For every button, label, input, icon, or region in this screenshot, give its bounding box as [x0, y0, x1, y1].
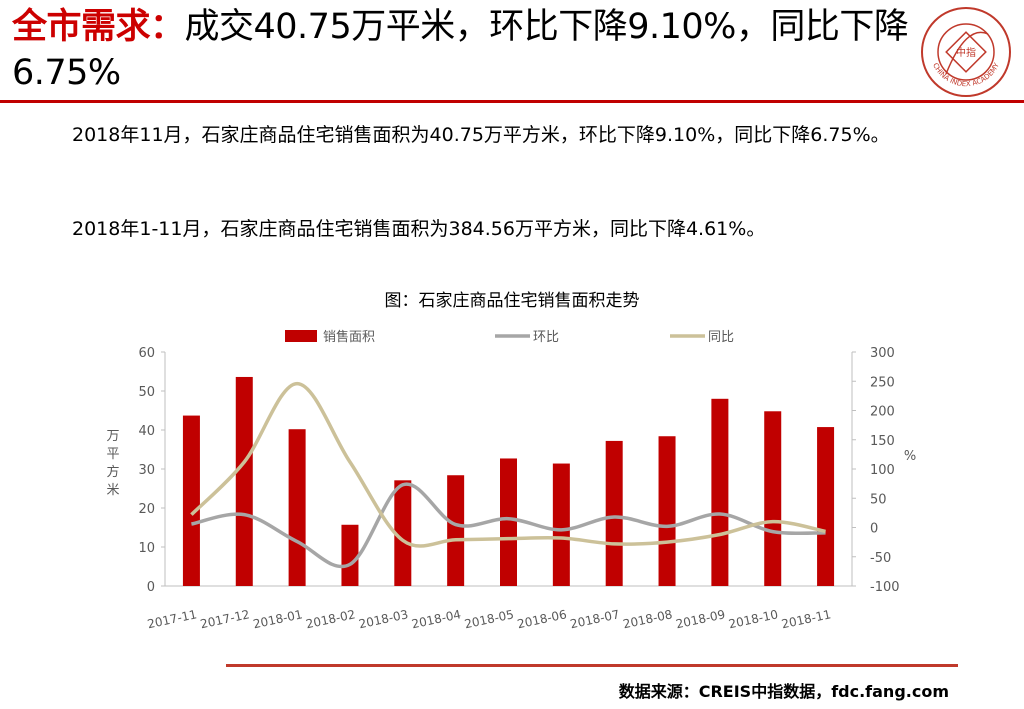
right-tick-label: 200 — [870, 405, 895, 420]
chart-title: 图：石家庄商品住宅销售面积走势 — [384, 291, 640, 311]
legend-label: 销售面积 — [323, 329, 375, 345]
bar-2017-11 — [182, 415, 200, 586]
left-tick-label: 40 — [138, 424, 155, 439]
x-tick-label: 2018-07 — [569, 607, 621, 631]
left-tick-label: 0 — [147, 580, 155, 595]
bar-2018-04 — [447, 475, 465, 586]
left-axis-label-char: 方 — [106, 464, 119, 480]
left-axis-label-char: 平 — [106, 447, 119, 462]
x-tick-label: 2018-09 — [675, 607, 727, 631]
left-tick-label: 10 — [138, 541, 155, 556]
x-tick-label: 2018-08 — [622, 607, 674, 631]
left-tick-label: 30 — [138, 463, 155, 478]
x-tick-label: 2018-03 — [357, 607, 409, 631]
logo-center-text: 中指 — [956, 46, 976, 59]
bar-2018-10 — [764, 411, 782, 586]
title-rest: 成交40.75万平米，环比下降9.10%，同比下降6.75% — [12, 7, 909, 93]
x-tick-label: 2018-01 — [252, 607, 304, 631]
x-tick-label: 2018-11 — [780, 607, 832, 631]
title-accent: 全市需求： — [12, 7, 185, 47]
right-tick-label: -100 — [870, 580, 900, 595]
right-tick-label: 50 — [870, 492, 887, 507]
bar-2018-01 — [288, 429, 306, 586]
footer-rule — [226, 664, 958, 667]
legend-label: 环比 — [533, 330, 559, 345]
page-title: 全市需求：成交40.75万平米，环比下降9.10%，同比下降6.75% — [12, 4, 912, 96]
left-tick-label: 60 — [138, 346, 155, 361]
right-tick-label: 150 — [870, 434, 895, 449]
right-tick-label: 250 — [870, 375, 895, 390]
right-tick-label: -50 — [870, 551, 891, 566]
x-tick-label: 2018-02 — [305, 607, 357, 631]
bar-2018-03 — [394, 480, 412, 586]
bar-2018-09 — [711, 398, 729, 586]
bar-2018-05 — [500, 458, 517, 586]
line-series-mom — [191, 482, 826, 569]
left-axis-label-char: 万 — [106, 429, 119, 444]
right-tick-label: 300 — [870, 346, 895, 361]
header-rule — [0, 100, 1024, 103]
right-axis-label: % — [904, 449, 916, 464]
x-tick-label: 2017-11 — [146, 607, 198, 631]
paragraph-2: 2018年1-11月，石家庄商品住宅销售面积为384.56万平方米，同比下降4.… — [72, 218, 766, 240]
left-tick-label: 20 — [138, 502, 155, 517]
bar-2018-11 — [817, 427, 835, 586]
legend-label: 同比 — [708, 330, 734, 345]
legend-swatch-bar — [285, 330, 317, 342]
bar-2018-07 — [605, 440, 623, 586]
right-tick-label: 0 — [870, 522, 878, 537]
data-source: 数据来源：CREIS中指数据，fdc.fang.com — [618, 682, 949, 701]
bar-2018-02 — [341, 524, 359, 586]
bar-2018-08 — [658, 436, 676, 586]
bar-2017-12 — [235, 376, 253, 586]
x-tick-label: 2018-06 — [516, 607, 568, 631]
x-tick-label: 2017-12 — [199, 607, 251, 631]
left-axis-label-char: 米 — [106, 483, 119, 498]
x-tick-label: 2018-04 — [410, 607, 462, 631]
line-series-yoy — [190, 381, 826, 548]
academy-logo: 中指 CHINA INDEX ACADEMY — [921, 7, 1011, 97]
left-tick-label: 50 — [138, 385, 155, 400]
bar-2018-06 — [552, 463, 570, 586]
x-tick-label: 2018-10 — [727, 607, 779, 631]
right-tick-label: 100 — [870, 463, 895, 478]
x-tick-label: 2018-05 — [463, 607, 515, 631]
paragraph-1: 2018年11月，石家庄商品住宅销售面积为40.75万平方米，环比下降9.10%… — [72, 124, 890, 146]
